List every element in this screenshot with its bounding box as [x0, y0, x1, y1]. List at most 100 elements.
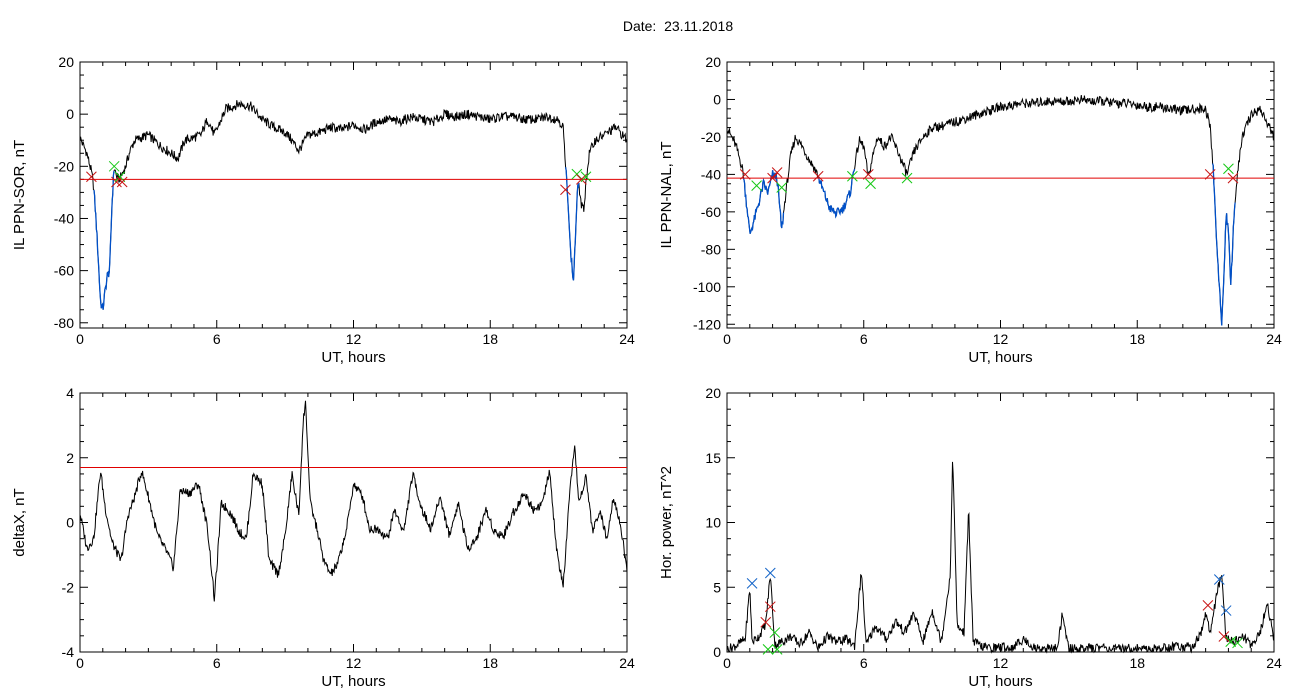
x-axis-label: UT, hours: [321, 349, 385, 366]
y-axis-label: Hor. power, nT^2: [658, 466, 675, 579]
marker-stroke: [764, 567, 776, 579]
x-tick-label: 24: [1266, 655, 1282, 671]
event-segment-line: [742, 170, 785, 234]
marker-stroke: [760, 616, 772, 628]
marker-stroke: [764, 601, 776, 613]
x-tick-label: 0: [723, 331, 731, 347]
x-tick-label: 24: [619, 331, 635, 347]
marker-green: [771, 644, 783, 655]
marker-green: [762, 644, 774, 655]
event-segment-line: [93, 170, 115, 310]
x-tick-label: 6: [213, 331, 221, 347]
marker-green: [1232, 637, 1243, 649]
marker-green: [776, 182, 788, 193]
x-tick-label: 0: [76, 655, 84, 671]
x-tick-label: 18: [482, 655, 498, 671]
y-tick-label: 0: [66, 515, 74, 531]
x-tick-label: 12: [346, 655, 362, 671]
marker-stroke: [776, 182, 788, 193]
marker-red: [767, 172, 778, 184]
y-tick-label: -120: [693, 316, 721, 332]
marker-stroke: [1202, 600, 1214, 611]
marker-stroke: [1218, 631, 1230, 642]
marker-red: [111, 176, 122, 188]
event-segment-line: [1211, 163, 1236, 326]
marker-stroke: [865, 178, 876, 190]
marker-stroke: [771, 644, 783, 655]
panel-hor-power: 0 6 12 18 24 0 5 10 15 20 UT, hours Hor. power, nT^…: [658, 385, 1282, 690]
y-tick-label: -4: [62, 644, 75, 660]
marker-stroke: [771, 167, 783, 178]
panel-il-ppn-sor: 0 6 12 18 24 -80 -60 -40 -20 0 20 UT, hours IL PPN-S…: [11, 54, 635, 366]
y-tick-label: -80: [701, 241, 721, 257]
chart-title: Date: 23.11.2018: [622, 18, 734, 34]
marker-blue: [746, 578, 758, 589]
y-tick-label: -80: [54, 315, 74, 331]
marker-red: [764, 601, 776, 613]
marker-red: [1227, 172, 1239, 184]
y-tick-label: 10: [705, 515, 721, 531]
marker-green: [901, 172, 913, 184]
data-line: [726, 95, 1275, 326]
data-line: [79, 99, 628, 310]
y-tick-label: 0: [713, 91, 721, 107]
y-tick-label: -100: [693, 279, 721, 295]
x-tick-label: 18: [1129, 655, 1145, 671]
x-tick-label: 18: [482, 331, 498, 347]
marker-stroke: [901, 172, 913, 184]
data-line: [79, 400, 628, 602]
marker-green: [580, 171, 592, 183]
y-tick-label: -60: [54, 263, 74, 279]
y-tick-label: 2: [66, 450, 74, 466]
marker-red: [760, 616, 772, 628]
marker-red: [560, 184, 571, 196]
x-tick-label: 6: [860, 655, 868, 671]
x-tick-label: 24: [619, 655, 635, 671]
marker-red: [862, 169, 874, 180]
marker-stroke: [739, 169, 751, 180]
plot-frame: [726, 61, 1275, 329]
marker-red: [739, 169, 751, 180]
marker-stroke: [1223, 163, 1234, 175]
y-tick-label: -20: [701, 129, 721, 145]
y-tick-label: -40: [54, 210, 74, 226]
marker-stroke: [746, 578, 758, 589]
y-tick-label: -40: [701, 166, 721, 182]
marker-stroke: [751, 180, 762, 191]
x-axis-label: UT, hours: [968, 673, 1032, 690]
marker-red: [116, 176, 128, 188]
marker-stroke: [560, 184, 571, 196]
marker-stroke: [1213, 574, 1225, 585]
y-axis-label: IL PPN-SOR, nT: [11, 140, 28, 250]
marker-red: [86, 171, 97, 183]
data-line: [726, 461, 1275, 654]
panel-il-ppn-nal: 0 6 12 18 24 -120 -100 -80 -60 -40 -20 0 20 UT, hours…: [658, 54, 1282, 366]
x-axis-label: UT, hours: [968, 349, 1032, 366]
marker-red: [812, 170, 824, 182]
y-tick-label: 0: [66, 106, 74, 122]
y-tick-label: 5: [713, 579, 721, 595]
plot-frame: [726, 392, 1275, 653]
marker-red: [771, 167, 783, 178]
marker-stroke: [1232, 637, 1243, 649]
x-tick-label: 18: [1129, 331, 1145, 347]
y-axis-label: IL PPN-NAL, nT: [658, 142, 675, 249]
x-tick-label: 12: [993, 655, 1009, 671]
marker-green: [1223, 163, 1234, 175]
event-segment-line: [564, 167, 580, 281]
x-tick-label: 12: [993, 331, 1009, 347]
marker-stroke: [1220, 605, 1232, 616]
marker-stroke: [767, 172, 778, 184]
y-tick-label: -20: [54, 158, 74, 174]
marker-green: [751, 180, 762, 191]
marker-green: [108, 160, 120, 172]
event-segment-line: [817, 168, 856, 219]
marker-stroke: [1227, 172, 1239, 184]
marker-green: [847, 170, 858, 182]
y-tick-label: 20: [705, 54, 721, 70]
y-tick-label: 20: [705, 385, 721, 401]
marker-green: [114, 171, 126, 183]
marker-stroke: [1204, 169, 1216, 180]
marker-green: [865, 178, 876, 190]
